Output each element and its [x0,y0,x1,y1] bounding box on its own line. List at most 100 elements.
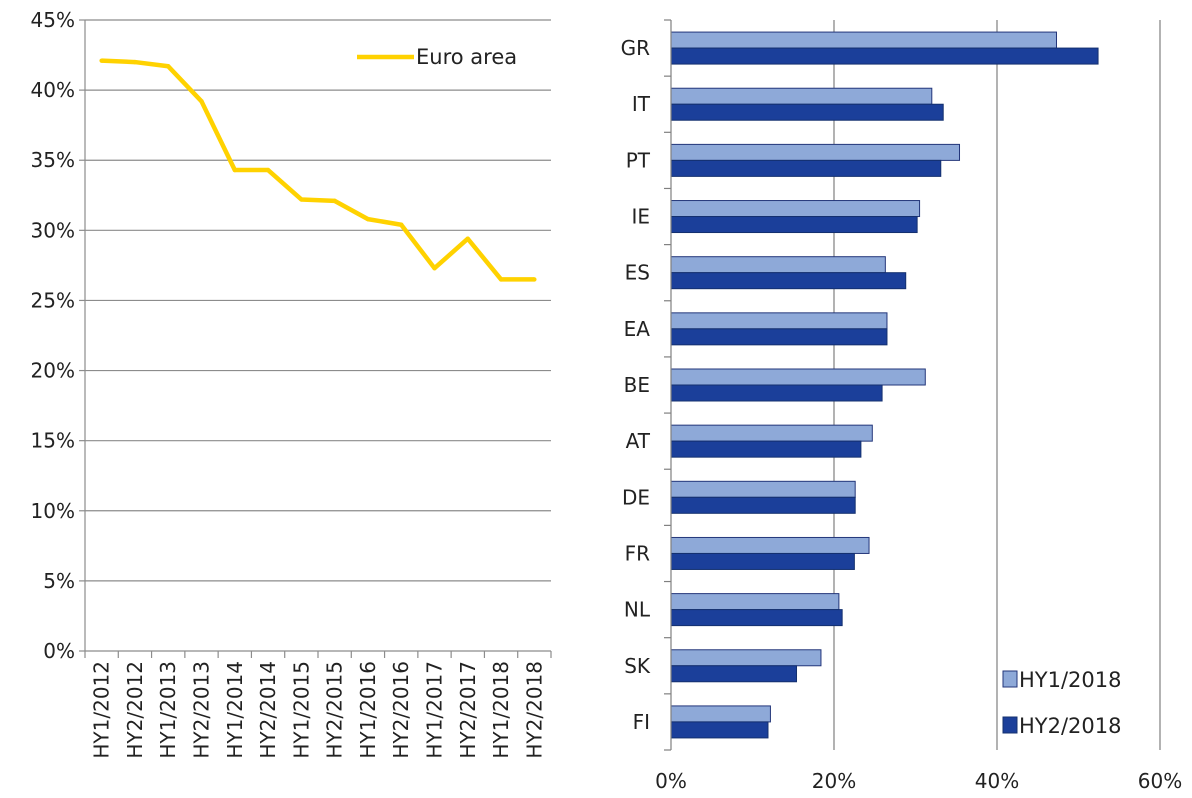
data-point-9 [399,222,404,227]
legend-label-hy2-2018: HY2/2018 [1019,714,1122,738]
bar-fi-hy1-2018 [670,705,771,723]
category-label-ie: IE [631,205,650,229]
bar-pt-hy2-2018 [670,159,942,177]
x-tick-label-3: HY2/2013 [190,661,214,759]
left-y-tick-labels: 0% 5% 10% 15% 20% 25% 30% 35% 40% 45% [31,8,75,663]
y-tick-label-2: 10% [31,499,75,523]
data-point-1 [132,59,138,65]
bar-es-hy2-2018 [670,272,907,290]
y-tick-label-4: 20% [31,359,75,383]
bar-ea-hy2-2018 [670,328,888,346]
category-label-fr: FR [625,541,651,565]
data-point-5 [265,167,271,173]
x-tick-label-5: HY2/2014 [256,661,280,759]
left-gridlines [85,19,551,582]
category-label-es: ES [625,261,650,285]
bar-gr-hy2-2018 [670,47,1099,65]
right-legend: HY1/2018 HY2/2018 [1002,668,1122,738]
bar-fr-hy1-2018 [670,536,870,554]
category-label-gr: GR [621,36,650,60]
x-tick-label-2: HY1/2013 [156,661,180,759]
category-label-sk: SK [624,654,651,678]
legend-swatch-hy2-2018 [1002,716,1018,734]
data-point-11 [465,236,470,241]
x-tick-label-6: HY1/2015 [289,661,313,759]
y-tick-label-7: 35% [31,148,75,172]
x-tick-label-11: HY2/2017 [456,661,480,759]
data-point-6 [299,197,304,202]
x-tick-label-1: 20% [812,769,856,793]
bar-sk-hy2-2018 [670,665,798,683]
bar-it-hy2-2018 [670,103,944,121]
right-category-labels: GR IT PT IE ES EA BE AT DE FR NL SK FI [621,36,651,734]
data-point-12 [498,277,504,282]
series-line-euro-area [101,58,535,282]
x-tick-label-3: 60% [1138,769,1182,793]
data-point-4 [232,167,237,173]
category-label-be: BE [624,373,650,397]
data-point-3 [199,99,204,104]
legend-label-euro-area: Euro area [416,45,517,69]
right-x-tick-labels: 0% 20% 40% 60% [655,769,1182,793]
data-point-7 [332,198,337,204]
bar-fi-hy2-2018 [670,721,769,739]
bar-it-hy1-2018 [670,87,933,105]
x-tick-label-8: HY1/2016 [356,661,380,759]
legend-label-hy1-2018: HY1/2018 [1019,668,1122,692]
left-axes [79,19,552,658]
category-label-ea: EA [624,317,651,341]
bar-es-hy1-2018 [670,256,886,274]
left-legend: Euro area [357,45,517,69]
x-tick-label-13: HY2/2018 [522,661,546,759]
y-tick-label-6: 30% [31,218,75,242]
category-label-pt: PT [626,148,651,172]
category-label-fi: FI [633,710,650,734]
y-tick-label-1: 5% [43,569,75,593]
y-tick-label-0: 0% [43,639,75,663]
bar-at-hy1-2018 [670,424,873,442]
bar-at-hy2-2018 [670,440,862,458]
data-point-8 [365,216,371,222]
x-tick-label-1: HY2/2012 [123,661,147,759]
bar-sk-hy1-2018 [670,649,822,667]
data-point-10 [432,265,437,271]
bar-de-hy2-2018 [670,496,856,514]
bar-nl-hy2-2018 [670,609,843,627]
left-series [99,58,537,282]
x-tick-label-2: 40% [975,769,1019,793]
bar-gr-hy1-2018 [670,31,1057,49]
x-tick-label-9: HY2/2016 [389,661,413,759]
x-tick-label-10: HY1/2017 [423,661,447,759]
y-tick-label-5: 25% [31,288,75,312]
category-label-nl: NL [624,598,651,622]
category-label-de: DE [622,485,650,509]
legend-swatch-hy1-2018 [1002,670,1018,688]
data-point-2 [166,64,171,69]
y-tick-label-9: 45% [31,8,75,32]
bar-fr-hy2-2018 [670,552,855,570]
bar-nl-hy1-2018 [670,593,840,611]
x-tick-label-0: 0% [655,769,687,793]
x-tick-label-12: HY1/2018 [489,661,513,759]
bar-de-hy1-2018 [670,480,856,498]
bar-ie-hy2-2018 [670,216,918,234]
bar-be-hy2-2018 [670,384,883,402]
bar-ie-hy1-2018 [670,200,921,218]
bar-ea-hy1-2018 [670,312,888,330]
x-tick-label-4: HY1/2014 [223,661,247,759]
data-point-13 [532,277,537,282]
bar-pt-hy1-2018 [670,143,961,161]
category-label-at: AT [626,429,651,453]
country-bar-chart: GR IT PT IE ES EA BE AT DE FR NL SK FI 0% 20% 40% 60% H… [621,19,1182,793]
left-x-tick-labels: HY1/2012 HY2/2012 HY1/2013 HY2/2013 HY1/2014… [90,661,547,759]
euro-area-line-chart: 0% 5% 10% 15% 20% 25% 30% 35% 40% 45% HY1/2012 HY2… [31,8,552,759]
y-tick-label-8: 40% [31,78,75,102]
data-point-0 [99,58,104,63]
bar-be-hy1-2018 [670,368,926,386]
category-label-it: IT [632,92,651,116]
x-tick-label-0: HY1/2012 [90,661,114,759]
right-bars [670,31,1099,739]
y-tick-label-3: 15% [31,429,75,453]
right-axes [664,19,672,751]
